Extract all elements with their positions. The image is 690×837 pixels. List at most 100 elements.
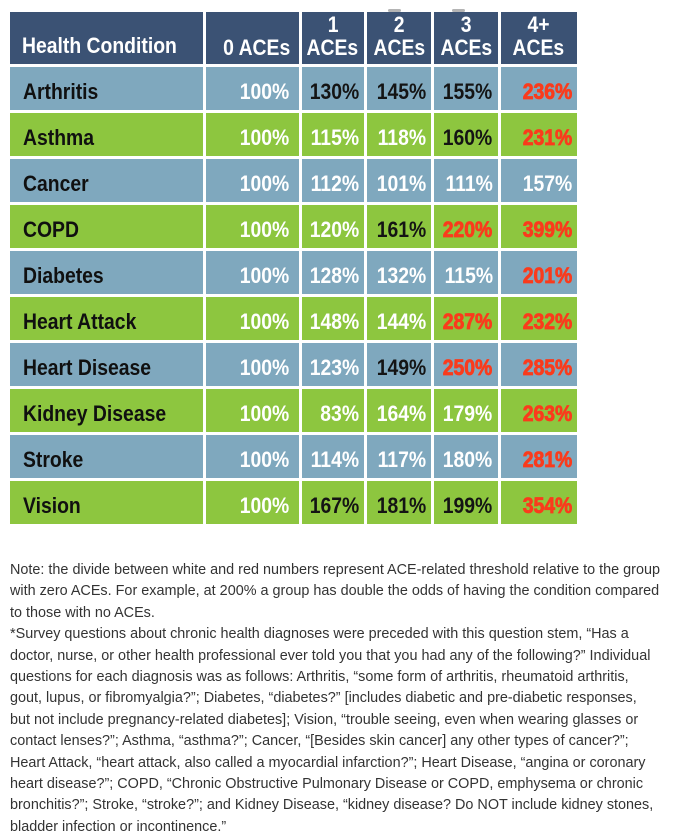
value-cell: 232%	[500, 297, 577, 340]
footnote-line: bronchitis?”; Stroke, “stroke?”; and Kid…	[10, 794, 688, 815]
value-cell: 115%	[301, 113, 364, 156]
value-text: 161%	[376, 217, 427, 242]
value-cell: 148%	[301, 297, 364, 340]
value-text: 180%	[443, 447, 493, 472]
value-text: 179%	[443, 401, 493, 426]
condition-label: Heart Disease	[23, 355, 152, 380]
value-text: 354%	[522, 493, 572, 519]
footnote-text: to those with no ACEs.	[10, 603, 155, 621]
value-cell: 83%	[301, 389, 364, 432]
footnote-text: bronchitis?”; Stroke, “stroke?”; and Kid…	[10, 796, 654, 814]
footnote-text: doctor, nurse, or other health professio…	[10, 646, 651, 664]
table-row: Stroke 100% 114% 117% 180% 281%	[10, 435, 577, 478]
footnote-line: to those with no ACEs.	[10, 602, 688, 623]
table-body: Arthritis 100% 130% 145% 155% 236% Asthma 100% 1…	[10, 67, 577, 524]
value-text: 100%	[240, 401, 290, 426]
condition-cell: Arthritis	[10, 67, 204, 110]
footnote-text: gout, lupus, or fibromyalgia?”; Diabetes…	[10, 689, 637, 707]
condition-cell: Heart Disease	[10, 343, 204, 386]
value-cell: 263%	[500, 389, 577, 432]
cropped-text-artifact	[452, 9, 465, 12]
table-row: Diabetes 100% 128% 132% 115% 201%	[10, 251, 577, 294]
footnote-line: with zero ACEs. For example, at 200% a g…	[10, 580, 688, 601]
value-cell: 120%	[301, 205, 364, 248]
table-row: Cancer 100% 112% 101% 111% 157%	[10, 159, 577, 202]
value-text: 83%	[320, 401, 359, 426]
header-label: Health Condition	[22, 33, 177, 58]
header-label: ACEs	[440, 35, 492, 60]
value-cell: 199%	[434, 481, 498, 524]
table-header: Health Condition 0 ACEs 1 ACEs 2 ACEs 3 …	[10, 12, 577, 64]
aces-health-condition-table: Health Condition 0 ACEs 1 ACEs 2 ACEs 3 …	[7, 9, 580, 527]
value-text: 199%	[443, 493, 493, 518]
header-0-aces: 0 ACEs	[206, 12, 299, 64]
footnote-text: contact lenses?”; Asthma, “asthma?”; Can…	[10, 732, 629, 750]
value-text: 100%	[240, 125, 290, 150]
footnote-text: bladder infection or incontinence.”	[10, 817, 227, 835]
header-label: 1	[327, 12, 339, 37]
condition-label: COPD	[23, 217, 79, 242]
value-text: 100%	[240, 263, 290, 288]
value-text: 117%	[377, 447, 427, 472]
condition-label: Kidney Disease	[23, 401, 167, 426]
value-text: 130%	[309, 79, 359, 104]
footnote-text: Note: the divide between white and red n…	[10, 561, 660, 578]
value-cell: 287%	[434, 297, 498, 340]
value-text: 100%	[240, 355, 290, 380]
header-2-aces: 2 ACEs	[366, 12, 432, 64]
value-text: 232%	[522, 309, 572, 335]
footnote-text: heart disease?”; COPD, “Chronic Obstruct…	[10, 775, 644, 793]
value-text: 201%	[522, 263, 572, 289]
header-1-aces: 1 ACEs	[301, 12, 364, 64]
value-cell: 112%	[301, 159, 364, 202]
header-label: ACEs	[306, 35, 359, 60]
value-cell: 130%	[301, 67, 364, 110]
condition-cell: Diabetes	[10, 251, 204, 294]
value-text: 281%	[522, 447, 572, 473]
value-text: 157%	[522, 171, 572, 196]
condition-label: Asthma	[23, 125, 95, 150]
value-text: 231%	[522, 125, 572, 151]
condition-cell: Asthma	[10, 113, 204, 156]
value-text: 250%	[443, 355, 493, 381]
value-cell: 100%	[206, 205, 299, 248]
value-text: 287%	[443, 309, 493, 335]
value-cell: 100%	[206, 343, 299, 386]
value-cell: 132%	[366, 251, 432, 294]
header-health-condition: Health Condition	[10, 12, 204, 64]
footnote-line: Note: the divide between white and red n…	[10, 559, 688, 580]
footnote-text: *Survey questions about chronic health d…	[10, 625, 629, 643]
value-text: 263%	[522, 401, 572, 427]
footnote-text: Heart Attack, “heart attack, also called…	[10, 753, 646, 771]
condition-cell: Vision	[10, 481, 204, 524]
table-row: Vision 100% 167% 181% 199% 354%	[10, 481, 577, 524]
value-cell: 231%	[500, 113, 577, 156]
footnote-line: questions for each diagnosis was as foll…	[10, 666, 688, 687]
value-text: 115%	[310, 125, 359, 150]
value-cell: 118%	[366, 113, 432, 156]
value-cell: 128%	[301, 251, 364, 294]
footnote-line: Heart Attack, “heart attack, also called…	[10, 752, 688, 773]
value-text: 118%	[377, 125, 427, 150]
table-row: Asthma 100% 115% 118% 160% 231%	[10, 113, 577, 156]
value-cell: 220%	[434, 205, 498, 248]
value-cell: 354%	[500, 481, 577, 524]
value-text: 164%	[376, 401, 427, 426]
condition-cell: Heart Attack	[10, 297, 204, 340]
footnote: Note: the divide between white and red n…	[10, 559, 688, 837]
footnote-line: doctor, nurse, or other health professio…	[10, 645, 688, 666]
header-label: 3	[460, 12, 472, 37]
value-cell: 161%	[366, 205, 432, 248]
value-text: 101%	[376, 171, 427, 196]
value-cell: 164%	[366, 389, 432, 432]
value-cell: 101%	[366, 159, 432, 202]
footnote-text: but not include pregnancy-related diabet…	[10, 710, 639, 728]
value-text: 100%	[240, 171, 290, 196]
condition-label: Vision	[23, 493, 81, 518]
value-cell: 100%	[206, 435, 299, 478]
condition-label: Stroke	[23, 447, 84, 472]
condition-cell: Stroke	[10, 435, 204, 478]
value-text: 149%	[376, 355, 427, 380]
value-cell: 117%	[366, 435, 432, 478]
header-label: 0 ACEs	[223, 35, 291, 60]
